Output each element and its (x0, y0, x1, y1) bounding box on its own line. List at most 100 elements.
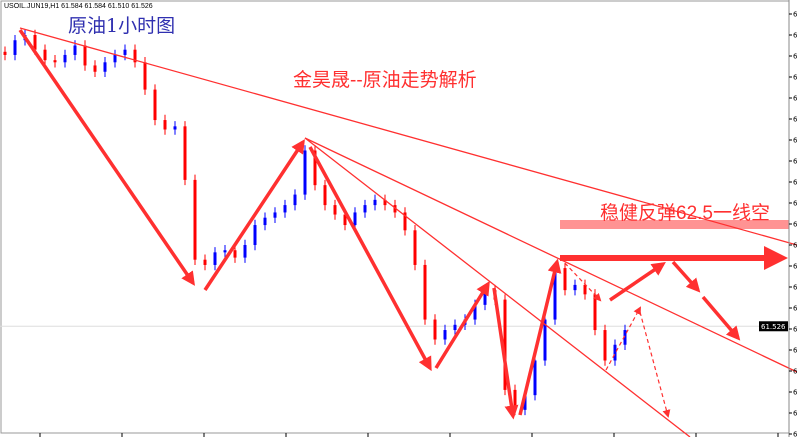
trend-arrow (203, 139, 305, 291)
candle-body (223, 250, 227, 253)
candle-body (343, 214, 347, 226)
trend-arrow (609, 262, 666, 302)
candle-body (403, 212, 407, 231)
trend-arrow (18, 29, 195, 286)
candle-body (433, 319, 437, 340)
candle-body (83, 45, 87, 66)
candle-body (243, 245, 247, 258)
candle-body (273, 212, 277, 218)
trend-line (304, 137, 691, 437)
y-tick-label: 64.10 (793, 53, 797, 61)
candle-body (143, 62, 147, 90)
y-tick-label: 60.90 (793, 389, 797, 397)
candle-body (553, 268, 557, 320)
candle-body (33, 35, 37, 50)
trend-arrow (701, 295, 741, 341)
candle-body (333, 205, 337, 215)
y-tick-label: 63.50 (793, 116, 797, 124)
candle-body (423, 264, 427, 320)
candle-body (293, 194, 297, 206)
candle-body (93, 65, 97, 72)
candle-body (523, 395, 527, 410)
candle-body (513, 389, 517, 410)
strategy-note: 稳健反弹62.5一线空 (600, 203, 770, 224)
candle-body (543, 319, 547, 361)
y-tick-label: 60.70 (793, 410, 797, 418)
candle-body (203, 259, 207, 265)
candle-body (623, 330, 627, 345)
candle-body (253, 225, 257, 245)
candle-body (53, 60, 57, 63)
y-tick-label: 61.30 (793, 347, 797, 355)
candle-body (63, 54, 67, 63)
candle-body (593, 294, 597, 331)
candle-body (183, 126, 187, 180)
projection-arrow (605, 306, 641, 371)
candle-body (613, 344, 617, 361)
candle-body (373, 199, 377, 206)
candle-body (353, 212, 357, 226)
candle-body (313, 150, 317, 186)
chart-title: 原油1小时图 (68, 15, 176, 37)
candle-body (453, 324, 457, 331)
candle-body (73, 45, 77, 55)
y-tick-label: 61.90 (793, 284, 797, 292)
candle-body (263, 217, 267, 226)
y-tick-label: 60.50 (793, 431, 797, 437)
y-tick-label: 62.10 (793, 263, 797, 271)
candle-body (123, 49, 127, 55)
y-tick-label: 64.50 (793, 11, 797, 19)
y-tick-label: 61.70 (793, 305, 797, 313)
y-tick-label: 62.50 (793, 221, 797, 229)
candle-body (603, 330, 607, 361)
candle-body (503, 299, 507, 390)
trend-arrow (671, 260, 701, 293)
y-tick-label: 63.90 (793, 74, 797, 82)
y-tick-label: 62.70 (793, 200, 797, 208)
candle-body (563, 268, 567, 291)
y-tick-label: 62.90 (793, 179, 797, 187)
y-tick-label: 64.30 (793, 32, 797, 40)
candle-body (43, 49, 47, 61)
candle-body (103, 62, 107, 72)
y-tick-label: 62.30 (793, 242, 797, 250)
trend-arrow (518, 258, 562, 416)
trend-arrow (308, 146, 432, 372)
symbol-header: USOIL.JUN19,H1 61.584 61.584 61.510 61.5… (4, 3, 153, 10)
candle-body (473, 304, 477, 320)
candle-body (383, 199, 387, 206)
candle-body (13, 40, 17, 55)
last-price-label: 61.526 (761, 323, 786, 331)
resistance-band (560, 220, 789, 229)
trend-arrow (492, 287, 519, 420)
candle-body (163, 120, 167, 130)
candle-body (193, 179, 197, 260)
candle-body (283, 205, 287, 213)
candle-body (3, 51, 7, 55)
author-title: 金昊晟--原油走势解析 (293, 70, 477, 91)
last-price-box (759, 321, 788, 332)
candle-body (213, 252, 217, 265)
trend-arrow (434, 281, 490, 369)
candle-body (583, 284, 587, 295)
candle-body (323, 185, 327, 206)
candle-body (173, 126, 177, 130)
candle-body (363, 205, 367, 213)
candle-body (153, 89, 157, 121)
projection-arrow (559, 257, 602, 302)
candle-body (113, 54, 117, 63)
candle-body (393, 205, 397, 213)
candle-body (573, 284, 577, 291)
candle-body (443, 330, 447, 340)
candle-body (533, 360, 537, 396)
projection-arrow (639, 311, 671, 418)
candle-body (413, 230, 417, 265)
y-tick-label: 63.30 (793, 137, 797, 145)
trend-line (304, 137, 797, 373)
candle-body (233, 250, 237, 258)
y-tick-label: 61.10 (793, 368, 797, 376)
trend-line (19, 27, 797, 246)
candle-body (133, 49, 137, 63)
